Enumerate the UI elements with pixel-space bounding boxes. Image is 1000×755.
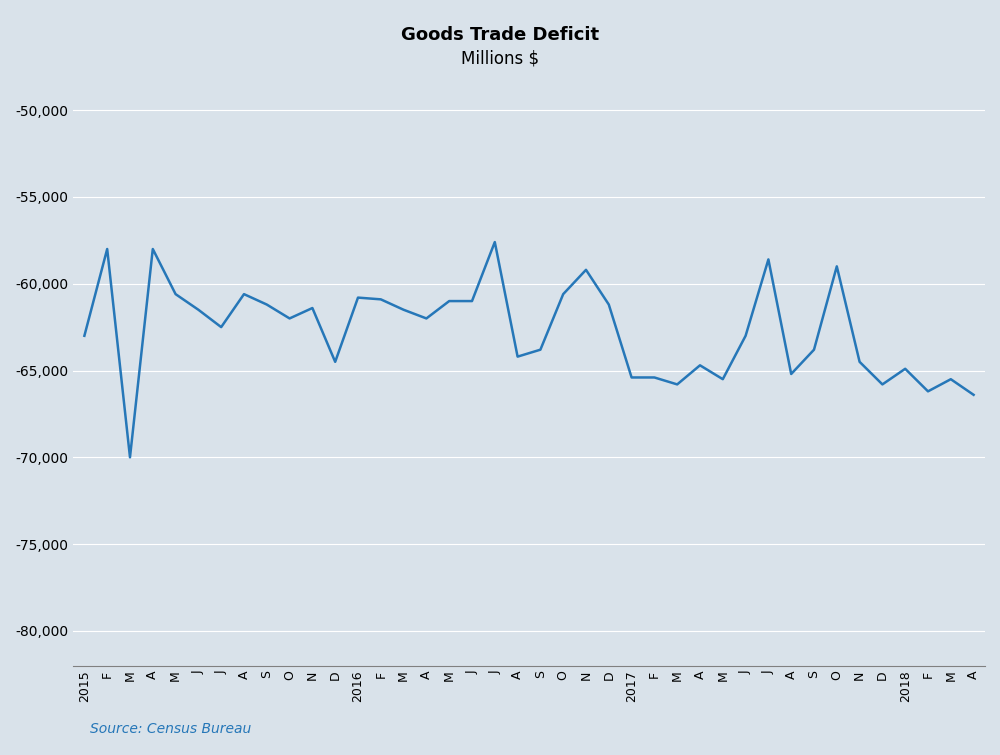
Text: Goods Trade Deficit: Goods Trade Deficit: [401, 26, 599, 45]
Text: Source: Census Bureau: Source: Census Bureau: [90, 722, 251, 736]
Text: Millions $: Millions $: [461, 49, 539, 67]
